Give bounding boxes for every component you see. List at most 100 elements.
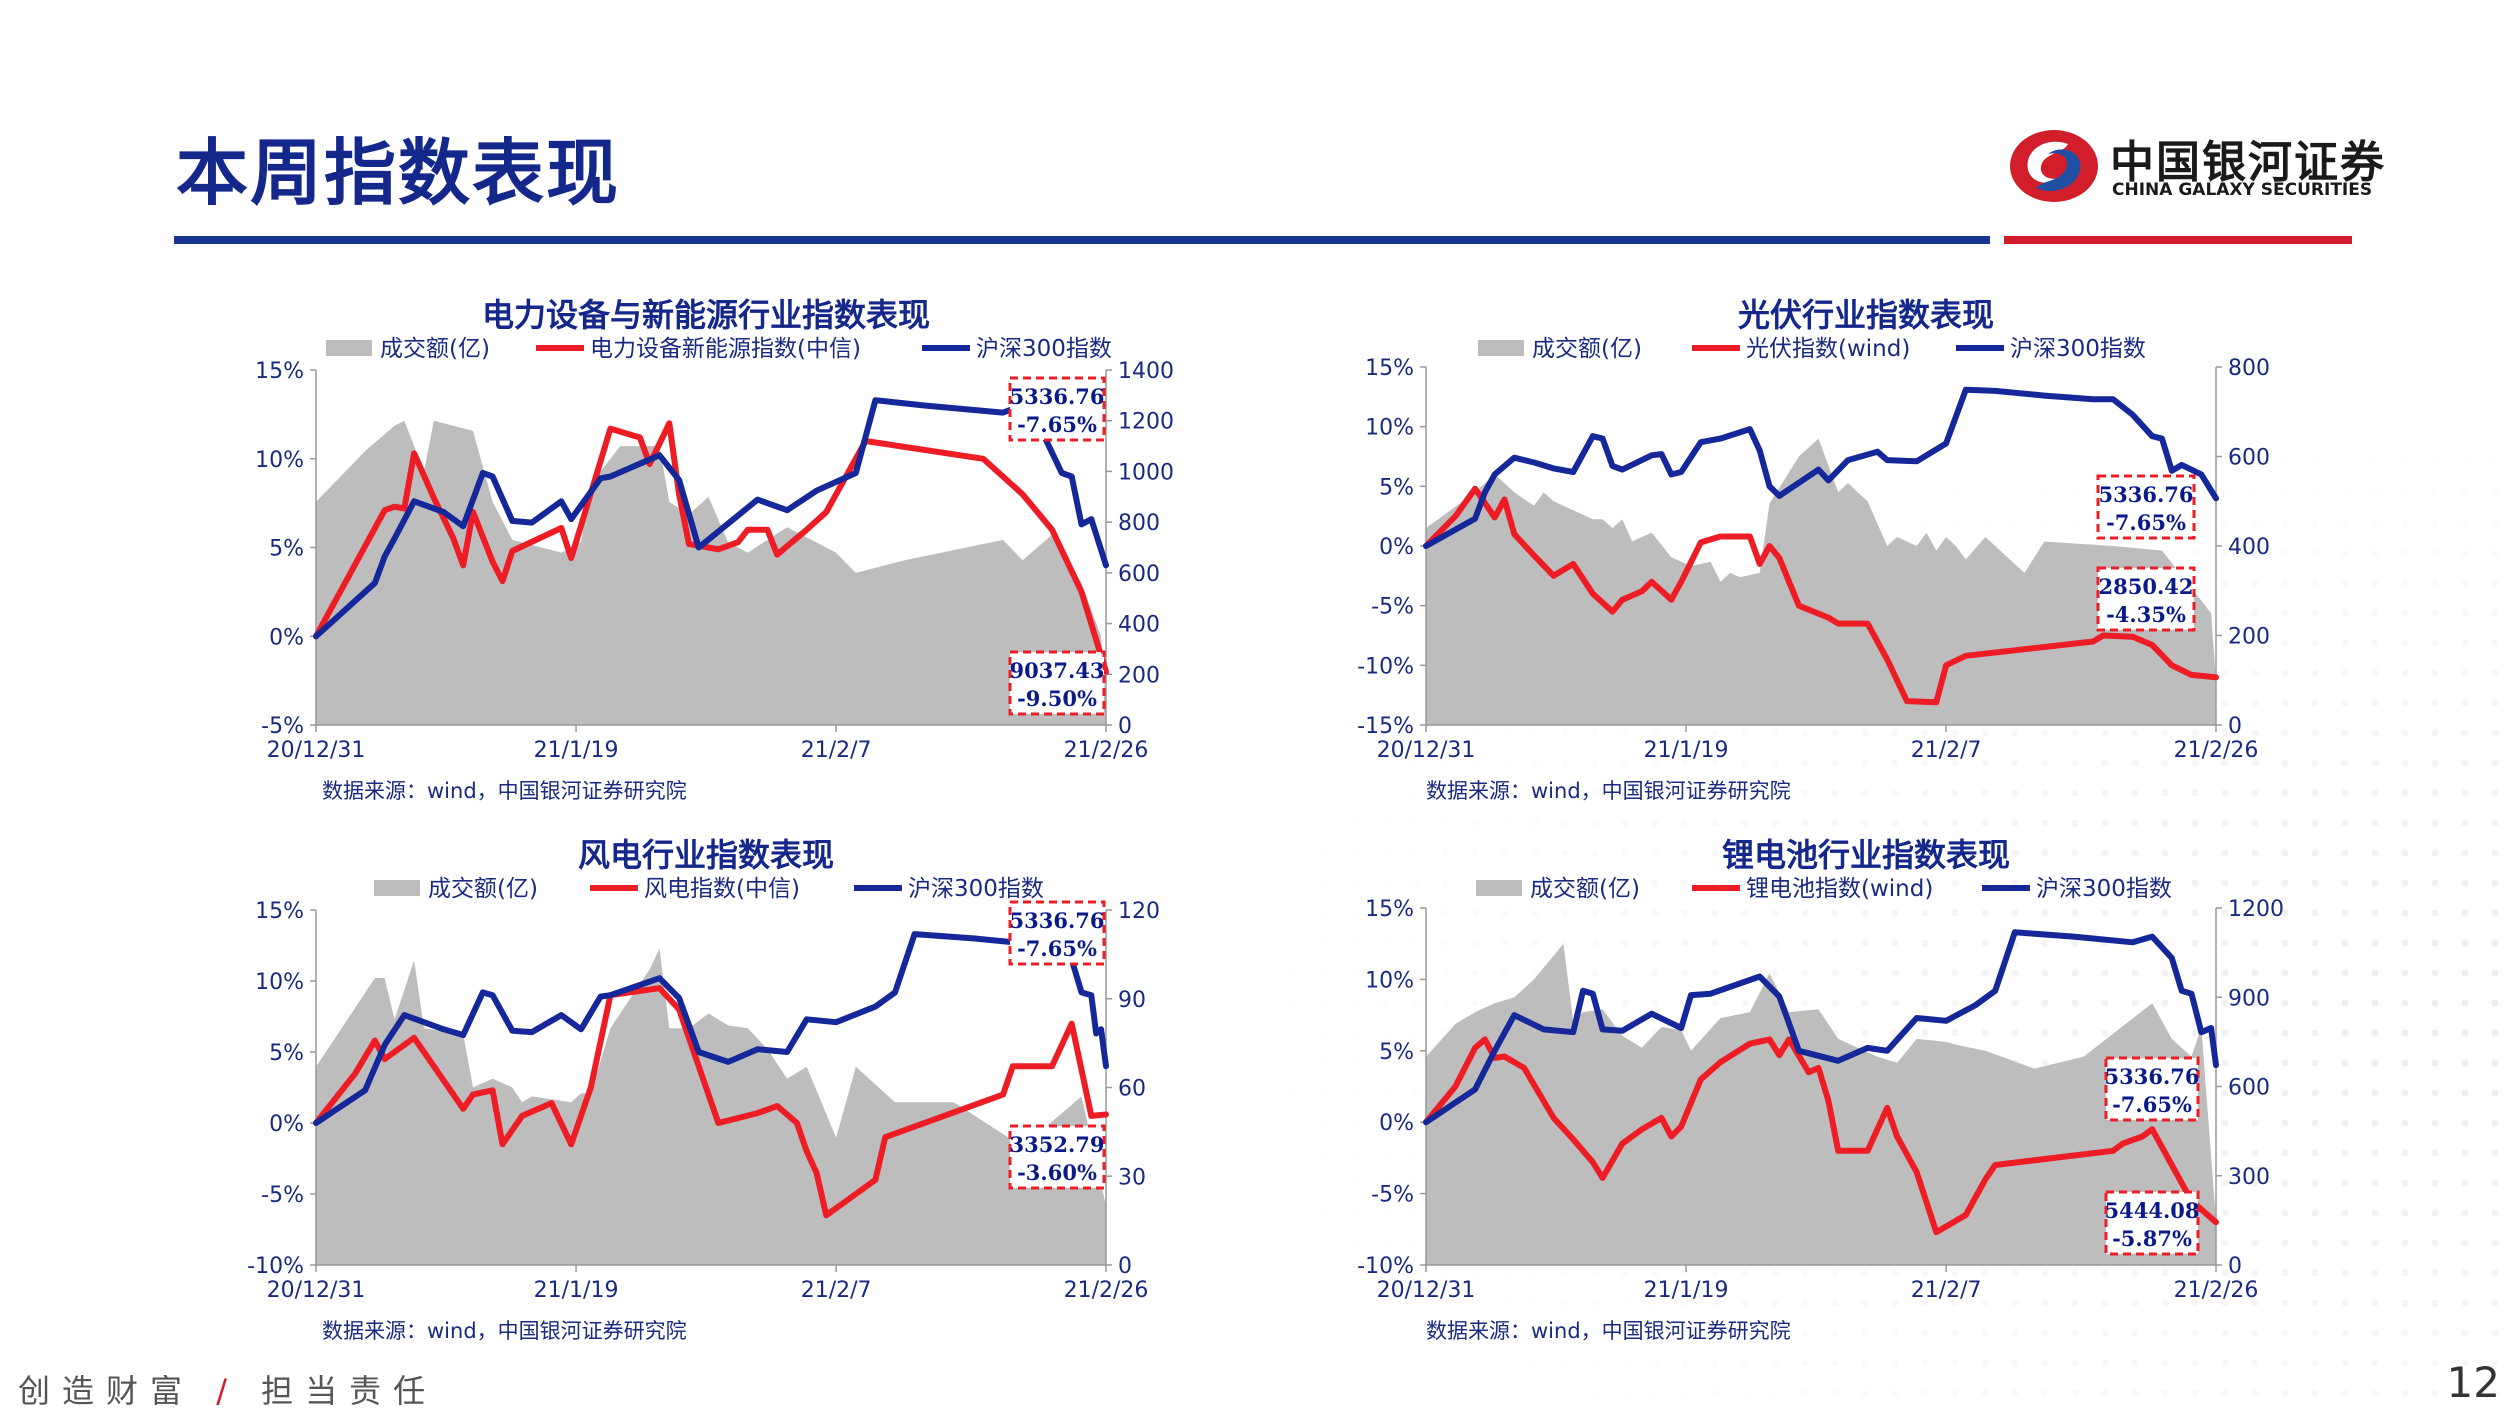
legend-label: 沪深300指数 bbox=[2010, 336, 2146, 362]
right-tick-label: 90 bbox=[1118, 988, 1146, 1013]
left-tick-label: -5% bbox=[261, 1183, 304, 1208]
left-tick-label: 10% bbox=[255, 448, 304, 473]
legend-label: 成交额(亿) bbox=[1532, 336, 1642, 362]
x-tick-label: 20/12/31 bbox=[1377, 1278, 1476, 1303]
right-tick-label: 200 bbox=[1118, 663, 1160, 688]
x-tick-label: 21/1/19 bbox=[534, 1278, 619, 1303]
source-note: 数据来源：wind，中国银河证券研究院 bbox=[322, 779, 687, 803]
legend-label: 成交额(亿) bbox=[1530, 876, 1640, 902]
annotation-change: -9.50% bbox=[1017, 686, 1097, 711]
chart-title: 电力设备与新能源行业指数表现 bbox=[482, 296, 930, 334]
chart-panel-wind-power: 风电行业指数表现 -10% -5% 0% 5% 10% 15% 0 30 60 90 120 20/12… bbox=[236, 830, 1386, 1350]
right-tick-label: 900 bbox=[2228, 986, 2270, 1011]
left-tick-label: 0% bbox=[1379, 1111, 1414, 1136]
series-line-sector-index bbox=[1423, 485, 2219, 706]
x-tick-label: 20/12/31 bbox=[267, 738, 366, 763]
left-tick-label: -10% bbox=[1357, 654, 1414, 679]
left-tick-label: -15% bbox=[1357, 714, 1414, 739]
annotation-change: -7.65% bbox=[1017, 936, 1097, 961]
header-rule-blue bbox=[174, 236, 1990, 244]
annotation-change: -7.65% bbox=[1017, 412, 1097, 437]
legend-label: 成交额(亿) bbox=[428, 876, 538, 902]
annotation-value: 5444.08 bbox=[2105, 1198, 2200, 1223]
left-tick-label: 15% bbox=[255, 899, 304, 924]
annotation-box bbox=[1008, 376, 1106, 442]
legend-label: 光伏指数(wind) bbox=[1746, 336, 1910, 362]
chart-title: 锂电池行业指数表现 bbox=[1722, 836, 2010, 874]
volume-area bbox=[316, 420, 1106, 725]
left-tick-label: 5% bbox=[269, 1041, 304, 1066]
right-tick-label: 200 bbox=[2228, 625, 2270, 650]
x-tick-label: 21/2/26 bbox=[1064, 1278, 1149, 1303]
legend-label: 沪深300指数 bbox=[976, 336, 1112, 362]
right-tick-label: 1400 bbox=[1118, 359, 1174, 384]
annotation-change: -7.65% bbox=[2106, 510, 2186, 535]
right-tick-label: 0 bbox=[2228, 714, 2242, 739]
right-tick-label: 400 bbox=[1118, 613, 1160, 638]
left-tick-label: 10% bbox=[255, 970, 304, 995]
volume-area bbox=[1426, 438, 2216, 725]
galaxy-logo-icon bbox=[2010, 130, 2098, 202]
annotation-change: -3.60% bbox=[1017, 1160, 1097, 1185]
series-line-sector-index bbox=[1423, 1036, 2219, 1236]
right-tick-label: 400 bbox=[2228, 535, 2270, 560]
annotation-box bbox=[2096, 566, 2196, 632]
right-tick-label: 800 bbox=[2228, 356, 2270, 381]
left-tick-label: 15% bbox=[1365, 356, 1414, 381]
chart-panel-photovoltaic: 光伏行业指数表现 -15% -10% -5% 0% 5% 10% 15% 0 200 400 600 8… bbox=[1346, 290, 2496, 810]
legend-label: 风电指数(中信) bbox=[644, 876, 800, 902]
annotation-value: 2850.42 bbox=[2099, 574, 2194, 599]
annotation-value: 5336.76 bbox=[2105, 1064, 2200, 1089]
x-tick-label: 21/1/19 bbox=[534, 738, 619, 763]
chart-panel-power-equipment: 电力设备与新能源行业指数表现 -5% 0% 5% 10% 15% 0 200 400 600 800… bbox=[236, 290, 1386, 810]
chart-panel-lithium-battery: 锂电池行业指数表现 -10% -5% 0% 5% 10% 15% 0 300 600 900 1200… bbox=[1346, 830, 2496, 1350]
source-note: 数据来源：wind，中国银河证券研究院 bbox=[1426, 779, 1791, 803]
series-line-hs300 bbox=[1423, 929, 2219, 1126]
page-title: 本周指数表现 bbox=[176, 131, 621, 215]
left-tick-label: -5% bbox=[1371, 1183, 1414, 1208]
x-tick-label: 21/1/19 bbox=[1644, 1278, 1729, 1303]
slogan-right: 担当责任 bbox=[261, 1372, 438, 1410]
right-tick-label: 600 bbox=[1118, 562, 1160, 587]
annotation-box bbox=[1008, 900, 1106, 966]
left-tick-label: 5% bbox=[1379, 1040, 1414, 1065]
page-number: 12 bbox=[2446, 1358, 2500, 1407]
right-tick-label: 0 bbox=[2228, 1254, 2242, 1279]
legend-swatch-volume bbox=[1476, 880, 1522, 896]
slogan-left: 创造财富 bbox=[18, 1372, 195, 1410]
legend-swatch-volume bbox=[326, 340, 372, 356]
x-tick-label: 21/2/7 bbox=[801, 1278, 872, 1303]
source-note: 数据来源：wind，中国银河证券研究院 bbox=[1426, 1319, 1791, 1343]
left-tick-label: -5% bbox=[261, 714, 304, 739]
x-tick-label: 21/2/26 bbox=[2174, 738, 2259, 763]
chart-title: 光伏行业指数表现 bbox=[1738, 296, 1994, 334]
logo-english-name: CHINA GALAXY SECURITIES bbox=[2112, 180, 2373, 200]
x-tick-label: 21/1/19 bbox=[1644, 738, 1729, 763]
right-tick-label: 300 bbox=[2228, 1165, 2270, 1190]
annotation-change: -7.65% bbox=[2112, 1092, 2192, 1117]
legend-label: 沪深300指数 bbox=[2036, 876, 2172, 902]
legend-label: 电力设备新能源指数(中信) bbox=[590, 336, 861, 362]
right-tick-label: 800 bbox=[1118, 511, 1160, 536]
right-tick-label: 0 bbox=[1118, 1254, 1132, 1279]
annotation-box bbox=[2096, 474, 2196, 540]
legend-swatch-volume bbox=[374, 880, 420, 896]
annotation-box bbox=[1008, 650, 1106, 716]
series-line-sector-index bbox=[313, 985, 1109, 1219]
right-tick-label: 1200 bbox=[2228, 897, 2284, 922]
annotation-box bbox=[1008, 1124, 1106, 1190]
source-note: 数据来源：wind，中国银河证券研究院 bbox=[322, 1319, 687, 1343]
annotation-change: -4.35% bbox=[2106, 602, 2186, 627]
chart-svg: 风电行业指数表现 -10% -5% 0% 5% 10% 15% 0 30 60 90 120 20/12… bbox=[247, 836, 1160, 1343]
left-tick-label: 5% bbox=[1379, 475, 1414, 500]
x-tick-label: 21/2/26 bbox=[1064, 738, 1149, 763]
right-tick-label: 600 bbox=[2228, 446, 2270, 471]
left-tick-label: -10% bbox=[1357, 1254, 1414, 1279]
footer-slogan: 创造财富 / 担当责任 bbox=[18, 1366, 437, 1412]
left-tick-label: 0% bbox=[269, 625, 304, 650]
right-tick-label: 1000 bbox=[1118, 460, 1174, 485]
x-tick-label: 21/2/7 bbox=[801, 738, 872, 763]
annotation-value: 5336.76 bbox=[2099, 482, 2194, 507]
left-tick-label: -5% bbox=[1371, 595, 1414, 620]
chart-title: 风电行业指数表现 bbox=[578, 836, 834, 874]
